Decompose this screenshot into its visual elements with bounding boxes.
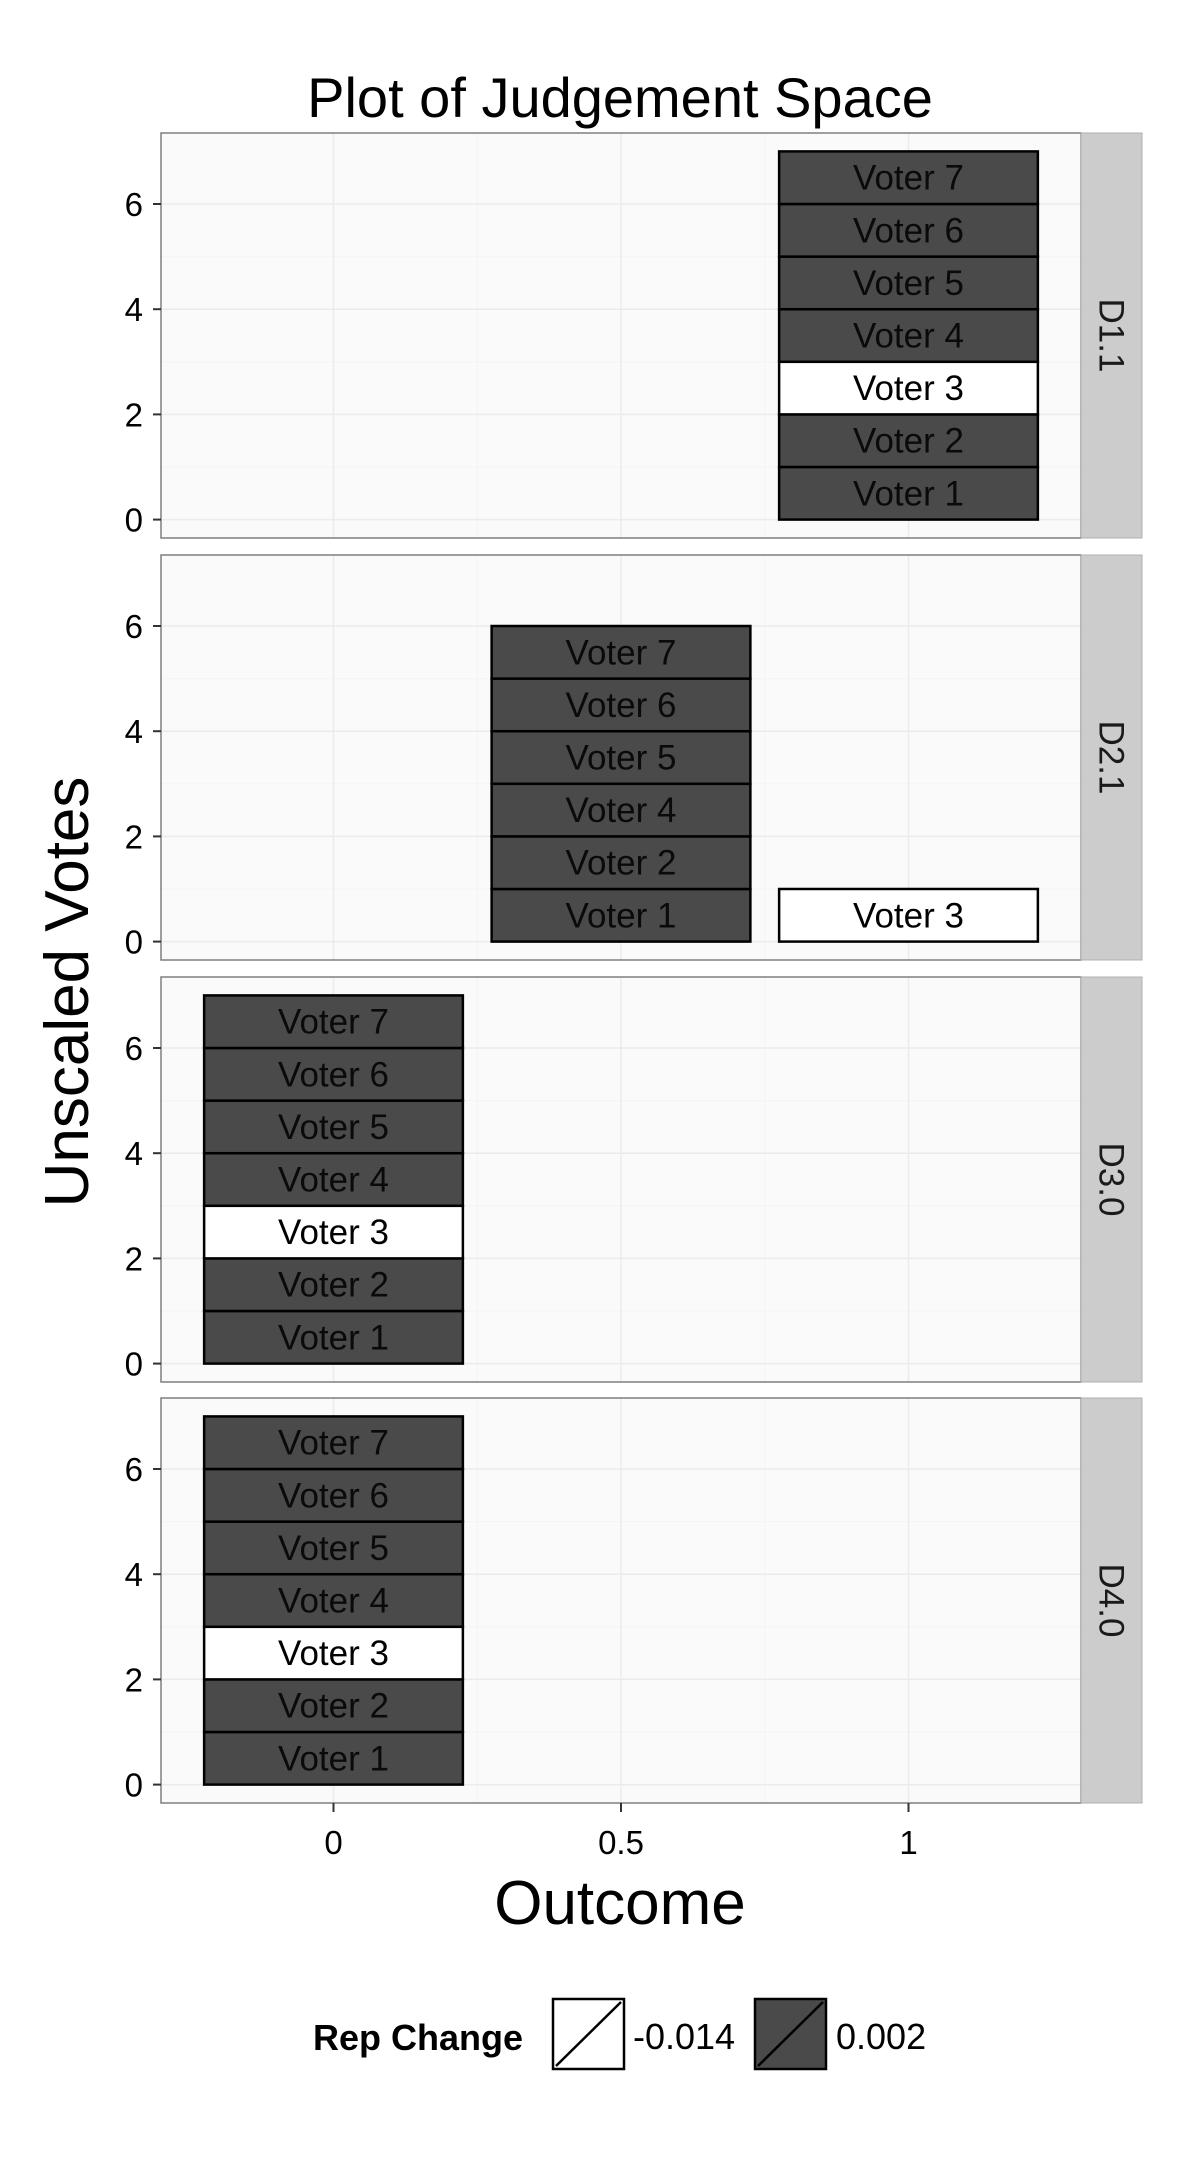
y-tick-label: 2 — [125, 1240, 143, 1277]
facet-strip-label: D2.1 — [1092, 721, 1131, 795]
legend-key-dark-slash — [757, 2001, 824, 2067]
bar-segment — [490, 887, 752, 943]
bar-label: Voter 6 — [566, 686, 677, 725]
y-tick-label: 0 — [125, 1767, 143, 1804]
x-axis: 0 0.5 1 — [324, 1803, 918, 1861]
bar-segment — [202, 1520, 465, 1576]
y-tick-label: 4 — [125, 291, 143, 328]
bar-label: Voter 3 — [853, 896, 964, 935]
bar-segment — [777, 360, 1040, 416]
bar-label: Voter 2 — [566, 844, 677, 883]
bar-label: Voter 1 — [566, 896, 677, 935]
chart-title: Plot of Judgement Space — [307, 66, 933, 129]
bar-label: Voter 6 — [853, 211, 964, 250]
legend-key-light-slash — [555, 2001, 622, 2067]
y-tick-label: 6 — [125, 608, 143, 645]
bar-segment — [777, 255, 1040, 311]
bar-segment — [777, 887, 1040, 943]
legend-label-dark: 0.002 — [836, 2016, 926, 2057]
bar-segment — [202, 1309, 465, 1365]
bar-label: Voter 1 — [853, 474, 964, 513]
bar-segment — [777, 307, 1040, 364]
facet-strip — [1080, 1397, 1143, 1804]
y-tick-label: 0 — [125, 924, 143, 961]
bar-segment — [777, 150, 1040, 206]
bar-label: Voter 3 — [278, 1213, 389, 1252]
bar-label: Voter 7 — [566, 633, 677, 672]
facet-strip-label: D4.0 — [1092, 1564, 1131, 1638]
bar-segment — [202, 1730, 465, 1786]
bar-segment — [777, 202, 1040, 258]
bar-label: Voter 4 — [566, 791, 677, 830]
bar-label: Voter 3 — [278, 1634, 389, 1673]
bar-segment — [490, 729, 752, 786]
bar-segment — [777, 465, 1040, 521]
bar-label: Voter 1 — [278, 1318, 389, 1357]
bar-segment — [490, 677, 752, 733]
bar-label: Voter 7 — [278, 1003, 389, 1042]
y-tick-label: 2 — [125, 396, 143, 433]
bar-label: Voter 1 — [278, 1739, 389, 1778]
bar-label: Voter 5 — [853, 264, 964, 303]
legend-title: Rep Change — [313, 2017, 523, 2058]
bar-label: Voter 6 — [278, 1476, 389, 1515]
y-axis-title: Unscaled Votes — [33, 777, 102, 1208]
facet-panel-D2.1: Voter 1 Voter 2 Voter 4 Voter 5 Voter 6 Voter… — [125, 554, 1143, 961]
bar-label: Voter 7 — [853, 159, 964, 198]
facet-strip-label: D3.0 — [1092, 1143, 1131, 1217]
y-tick-label: 2 — [125, 818, 143, 855]
facet-strip — [1080, 132, 1143, 539]
bar-segment — [202, 1625, 465, 1681]
bar-label: Voter 2 — [853, 422, 964, 461]
y-tick-label: 2 — [125, 1661, 143, 1698]
bar-label: Voter 7 — [278, 1424, 389, 1463]
bar-label: Voter 4 — [278, 1582, 389, 1621]
bar-label: Voter 2 — [278, 1687, 389, 1726]
x-tick-label: 1 — [899, 1824, 917, 1861]
bar-label: Voter 2 — [278, 1266, 389, 1305]
bar-label: Voter 4 — [853, 317, 964, 356]
y-tick-label: 4 — [125, 1135, 143, 1172]
bar-segment — [202, 994, 465, 1050]
y-tick-label: 6 — [125, 186, 143, 223]
legend: Rep Change -0.014 0.002 — [313, 1997, 926, 2071]
y-tick-label: 4 — [125, 713, 143, 750]
y-tick-label: 0 — [125, 1346, 143, 1383]
x-tick-label: 0.5 — [598, 1824, 644, 1861]
bar-label: Voter 5 — [278, 1529, 389, 1568]
bar-label: Voter 5 — [278, 1108, 389, 1147]
bar-segment — [490, 835, 752, 891]
bar-label: Voter 4 — [278, 1161, 389, 1200]
facet-strip-label: D1.1 — [1092, 299, 1131, 373]
legend-label-light: -0.014 — [633, 2016, 735, 2057]
facet-strip — [1080, 976, 1143, 1383]
bar-label: Voter 3 — [853, 369, 964, 408]
bar-label: Voter 5 — [566, 739, 677, 778]
bar-segment — [202, 1678, 465, 1734]
y-tick-label: 6 — [125, 1451, 143, 1488]
x-tick-label: 0 — [324, 1824, 342, 1861]
y-tick-label: 4 — [125, 1556, 143, 1593]
bar-segment — [202, 1257, 465, 1313]
bar-label: Voter 6 — [278, 1055, 389, 1094]
y-tick-label: 0 — [125, 502, 143, 539]
bar-segment — [490, 624, 752, 680]
y-tick-label: 6 — [125, 1030, 143, 1067]
x-axis-title: Outcome — [494, 1869, 746, 1938]
bar-segment — [490, 782, 752, 838]
bar-segment — [202, 1415, 465, 1471]
facet-panel-D1.1: Voter 1 Voter 2 Voter 3 Voter 4 Voter 5 Voter… — [125, 132, 1143, 539]
facet-panel-D3.0: Voter 1 Voter 2 Voter 3 Voter 4 Voter 5 Voter… — [125, 976, 1143, 1383]
facet-strip — [1080, 554, 1143, 961]
facet-panel-D4.0: Voter 1 Voter 2 Voter 3 Voter 4 Voter 5 Voter… — [125, 1397, 1143, 1804]
